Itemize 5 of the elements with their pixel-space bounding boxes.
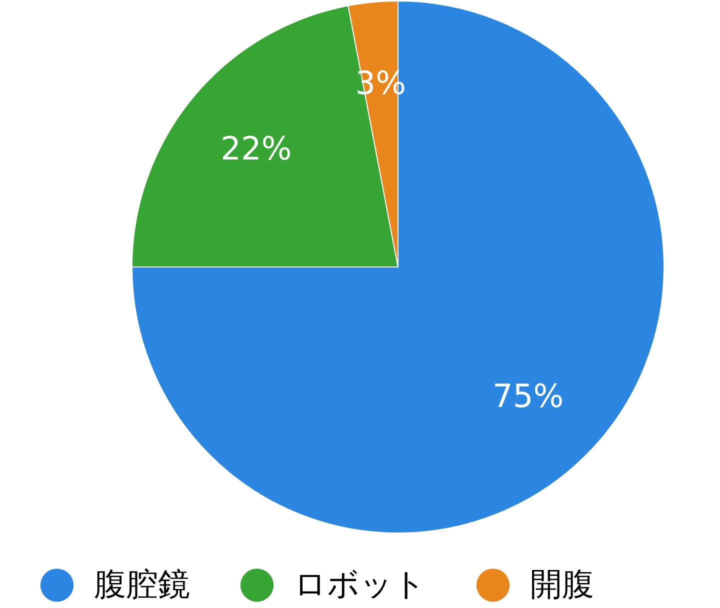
legend-label: ロボット <box>294 565 426 604</box>
data-label: 22% <box>220 130 292 168</box>
legend-label: 開腹 <box>530 565 594 604</box>
legend-label: 腹腔鏡 <box>94 565 190 604</box>
data-label: 75% <box>492 377 564 416</box>
